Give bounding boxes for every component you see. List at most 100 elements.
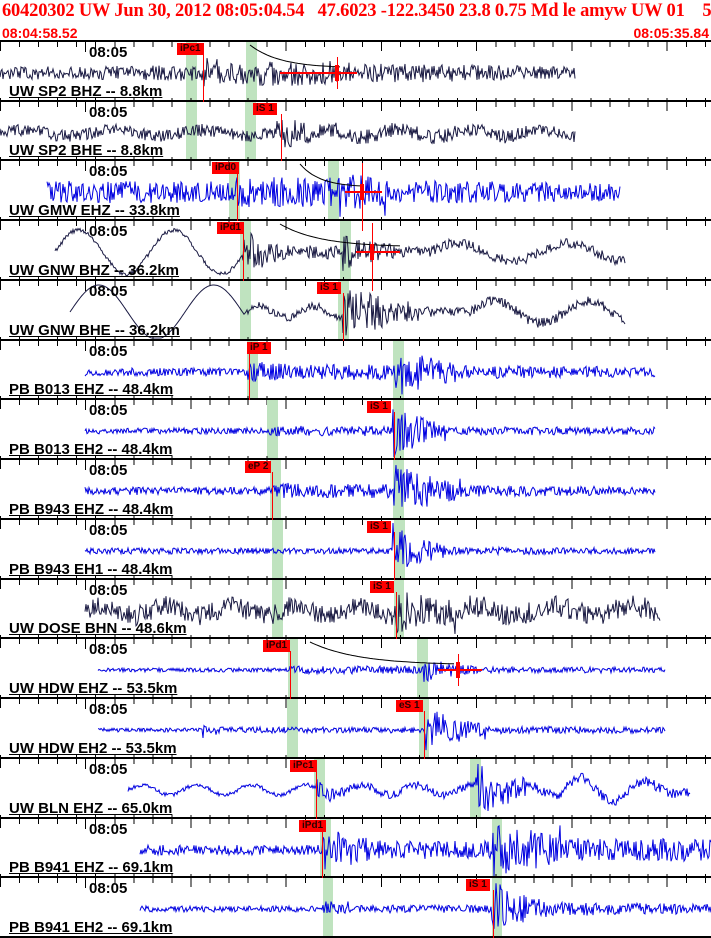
waveform[interactable] [0, 878, 711, 936]
pick-line[interactable] [281, 113, 282, 162]
waveform[interactable] [0, 400, 711, 458]
trace-label: UW GNW BHE -- 36.2km [9, 321, 180, 339]
trace-row[interactable]: 08:05 PB B013 EHZ -- 48.4km iP 1 [0, 336, 711, 401]
trace-row[interactable]: 08:05 PB B941 EHZ -- 69.1km iPd1 [0, 814, 711, 879]
trace-label: UW DOSE BHN -- 48.6km [9, 620, 187, 638]
pick-line[interactable] [316, 770, 317, 819]
pick-line[interactable] [493, 890, 494, 938]
waveform[interactable] [0, 580, 711, 638]
pick-window [247, 340, 258, 399]
trace-label: PB B941 EHZ -- 69.1km [9, 859, 174, 877]
coda-envelope [309, 641, 454, 665]
minute-tick [85, 878, 86, 889]
pick-flag[interactable]: iPc1 [177, 43, 204, 55]
pick-flag[interactable]: iPd1 [299, 819, 327, 832]
minute-label: 08:05 [89, 342, 128, 360]
pick-line[interactable] [290, 651, 291, 700]
minute-tick [85, 340, 86, 351]
minute-label: 08:05 [89, 760, 128, 778]
trace-row[interactable]: 08:05 UW BLN EHZ -- 65.0km iPc1 [0, 754, 711, 819]
duration-mark[interactable] [456, 662, 460, 679]
minute-label: 08:05 [89, 44, 128, 61]
waveform[interactable] [0, 221, 711, 279]
minute-tick [85, 699, 86, 710]
waveform[interactable] [0, 639, 711, 697]
trace-row[interactable]: 08:05 UW HDW EH2 -- 53.5km eS 1 [0, 695, 711, 759]
duration-mark[interactable] [370, 244, 374, 261]
minute-tick [85, 42, 86, 52]
pick-flag[interactable]: iP 1 [247, 341, 271, 354]
pick-flag[interactable]: iS 1 [253, 102, 277, 115]
trace-label: PB B943 EHZ -- 48.4km [9, 500, 174, 518]
pick-flag[interactable]: iPd1 [217, 222, 245, 235]
pick-line[interactable] [243, 233, 244, 281]
trace-label: UW HDW EHZ -- 53.5km [9, 680, 178, 698]
minute-tick [85, 280, 86, 291]
pick-window [272, 579, 283, 638]
waveform[interactable] [0, 520, 711, 578]
minute-label: 08:05 [89, 641, 128, 659]
pick-flag[interactable]: iS 1 [317, 281, 341, 294]
pick-flag[interactable]: iS 1 [466, 879, 490, 892]
trace-row[interactable]: 08:05 UW GNW BHE -- 36.2km iS 1 [0, 276, 711, 341]
pick-line[interactable] [396, 591, 397, 640]
trace-row[interactable]: 08:05 UW SP2 BHE -- 8.8km iS 1 [0, 97, 711, 162]
minute-label: 08:05 [89, 163, 128, 181]
coda-envelope [279, 223, 401, 247]
trace-label: PB B013 EHZ -- 48.4km [9, 381, 174, 399]
pick-window [245, 101, 256, 160]
pick-line[interactable] [343, 292, 344, 341]
pick-line[interactable] [394, 412, 395, 461]
waveform[interactable] [0, 460, 711, 518]
window-start-time: 08:04:58.52 [2, 25, 78, 41]
trace-row[interactable]: 08:05 UW GMW EHZ -- 33.8km iPd0 [0, 157, 711, 232]
trace-row[interactable]: 08:05 PB B013 EH2 -- 48.4km iS 1 [0, 396, 711, 461]
waveform[interactable] [0, 102, 711, 160]
duration-mark[interactable] [360, 184, 364, 201]
pick-flag[interactable]: iS 1 [370, 580, 394, 593]
coda-envelope [249, 44, 341, 68]
window-end-time: 08:05:35.84 [633, 25, 709, 41]
pick-line[interactable] [272, 472, 273, 520]
trace-label: UW SP2 BHZ -- 8.8km [9, 82, 163, 100]
trace-row[interactable]: 08:05 PB B941 EH2 -- 69.1km iS 1 [0, 874, 711, 938]
trace-row[interactable]: 08:05 PB B943 EH1 -- 48.4km iS 1 [0, 515, 711, 580]
waveform[interactable] [0, 759, 711, 817]
minute-tick [85, 818, 86, 829]
bottom-rule [0, 936, 711, 938]
trace-row[interactable]: 08:05 UW GNW BHZ -- 36.2km iPd1 [0, 217, 711, 291]
pick-line[interactable] [322, 830, 323, 879]
pick-flag[interactable]: iS 1 [367, 401, 391, 414]
trace-row[interactable]: 08:05 UW SP2 BHZ -- 8.8km iPc1 [0, 40, 711, 102]
pick-flag[interactable]: iPc1 [290, 759, 317, 772]
minute-tick [85, 639, 86, 650]
pick-flag[interactable]: eS 1 [396, 700, 423, 713]
pick-line[interactable] [424, 711, 425, 759]
waveform[interactable] [0, 42, 711, 100]
duration-mark[interactable] [335, 65, 339, 81]
pick-flag[interactable]: iPd1 [263, 640, 291, 653]
pick-line[interactable] [203, 54, 204, 102]
minute-label: 08:05 [89, 880, 128, 898]
minute-tick [85, 579, 86, 590]
pick-line[interactable] [394, 531, 395, 580]
pick-window [320, 818, 331, 877]
trace-row[interactable]: 08:05 UW HDW EHZ -- 53.5km iPd1 [0, 635, 711, 700]
trace-label: PB B943 EH1 -- 48.4km [9, 560, 173, 578]
trace-label: UW HDW EH2 -- 53.5km [9, 739, 177, 757]
pick-flag[interactable]: eP 2 [245, 461, 272, 474]
trace-row[interactable]: 08:05 PB B943 EHZ -- 48.4km eP 2 [0, 456, 711, 520]
trace-label: UW BLN EHZ -- 65.0km [9, 799, 173, 817]
duration-line [280, 72, 357, 74]
waveform[interactable] [0, 161, 711, 219]
pick-line[interactable] [249, 352, 250, 401]
pick-flag[interactable]: iPd0 [212, 162, 240, 175]
trace-row[interactable]: 08:05 UW DOSE BHN -- 48.6km iS 1 [0, 575, 711, 640]
waveform[interactable] [0, 699, 711, 757]
waveform[interactable] [0, 341, 711, 399]
pick-flag[interactable]: iS 1 [367, 520, 391, 533]
pick-line[interactable] [237, 173, 238, 222]
minute-label: 08:05 [89, 462, 128, 480]
waveform[interactable] [0, 819, 711, 877]
